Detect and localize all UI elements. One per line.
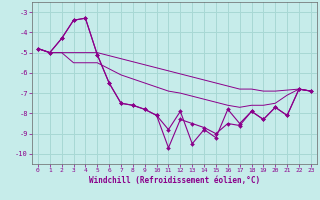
X-axis label: Windchill (Refroidissement éolien,°C): Windchill (Refroidissement éolien,°C) <box>89 176 260 185</box>
